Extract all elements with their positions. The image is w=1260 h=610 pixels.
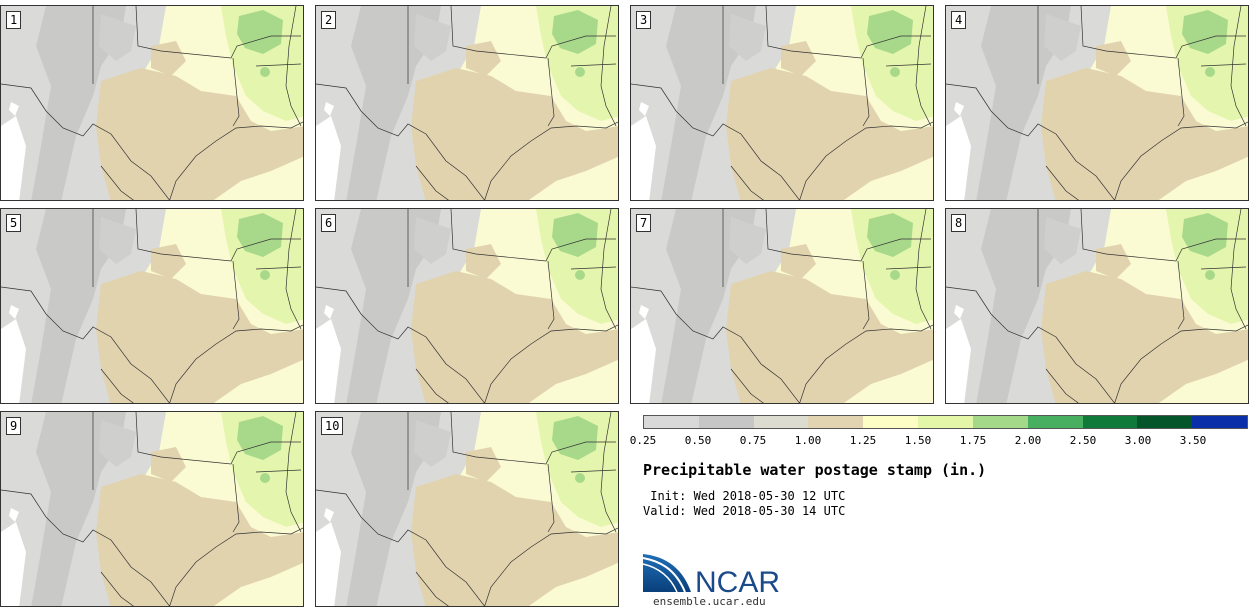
ensemble-member-panel-6[interactable]: 6 [315,208,619,404]
colorbar-tick-label: 0.50 [684,434,712,447]
colorbar-tick-label: 2.00 [1014,434,1042,447]
member-number-label: 10 [321,417,344,435]
colorbar-swatch-10 [1192,416,1247,428]
ensemble-member-panel-10[interactable]: 10 [315,411,619,607]
colorbar-swatch-7 [1027,416,1083,428]
website-url[interactable]: ensemble.ucar.edu [653,595,766,608]
valid-time: Valid: Wed 2018-05-30 14 UTC [643,504,846,518]
ensemble-member-panel-9[interactable]: 9 [0,411,304,607]
colorbar-tick-label: 1.50 [904,434,932,447]
ensemble-member-panel-8[interactable]: 8 [945,208,1249,404]
colorbar-tick-label: 2.50 [1069,434,1097,447]
member-number-label: 7 [636,214,652,232]
colorbar-tick-label: 3.50 [1179,434,1207,447]
init-time: Init: Wed 2018-05-30 12 UTC [643,489,846,503]
member-number-label: 2 [321,11,337,29]
colorbar-swatch-1 [698,416,754,428]
precipitable-water-map [316,209,618,403]
precipitable-water-map [316,412,618,606]
colorbar-swatch-6 [972,416,1028,428]
member-number-label: 1 [6,11,22,29]
colorbar-swatch-8 [1082,416,1138,428]
logo-wordmark: NCAR [695,566,780,596]
member-number-label: 9 [6,417,22,435]
ensemble-member-panel-7[interactable]: 7 [630,208,934,404]
ensemble-member-panel-3[interactable]: 3 [630,5,934,201]
colorbar-tick-label: 1.75 [959,434,987,447]
member-number-label: 6 [321,214,337,232]
colorbar-tick-label: 1.25 [849,434,877,447]
member-number-label: 4 [951,11,967,29]
ensemble-member-panel-5[interactable]: 5 [0,208,304,404]
ensemble-member-panel-1[interactable]: 1 [0,5,304,201]
member-number-label: 5 [6,214,22,232]
precipitable-water-map [631,6,933,200]
colorbar-swatch-3 [808,416,864,428]
colorbar-tick-label: 1.00 [794,434,822,447]
precipitable-water-map [1,209,303,403]
colorbar-tick-label: 3.00 [1124,434,1152,447]
ncar-logo: NCAR [642,554,780,596]
ensemble-member-panel-2[interactable]: 2 [315,5,619,201]
colorbar-swatch-2 [753,416,809,428]
precipitable-water-map [316,6,618,200]
member-number-label: 8 [951,214,967,232]
precipitable-water-map [1,412,303,606]
colorbar [643,415,1248,429]
precipitable-water-map [1,6,303,200]
precipitable-water-map [631,209,933,403]
colorbar-swatch-4 [863,416,919,428]
colorbar-swatch-9 [1137,416,1193,428]
page-title: Precipitable water postage stamp (in.) [643,461,987,479]
colorbar-swatch-0 [644,416,699,428]
precipitable-water-map [946,209,1248,403]
colorbar-tick-labels: 0.25 0.50 0.75 1.00 1.25 1.50 1.75 2.00 2.50 3.00… [630,434,1248,448]
colorbar-tick-label: 0.75 [739,434,767,447]
precipitable-water-map [946,6,1248,200]
colorbar-tick-label: 0.25 [629,434,657,447]
member-number-label: 3 [636,11,652,29]
ensemble-member-panel-4[interactable]: 4 [945,5,1249,201]
colorbar-swatch-5 [918,416,973,428]
